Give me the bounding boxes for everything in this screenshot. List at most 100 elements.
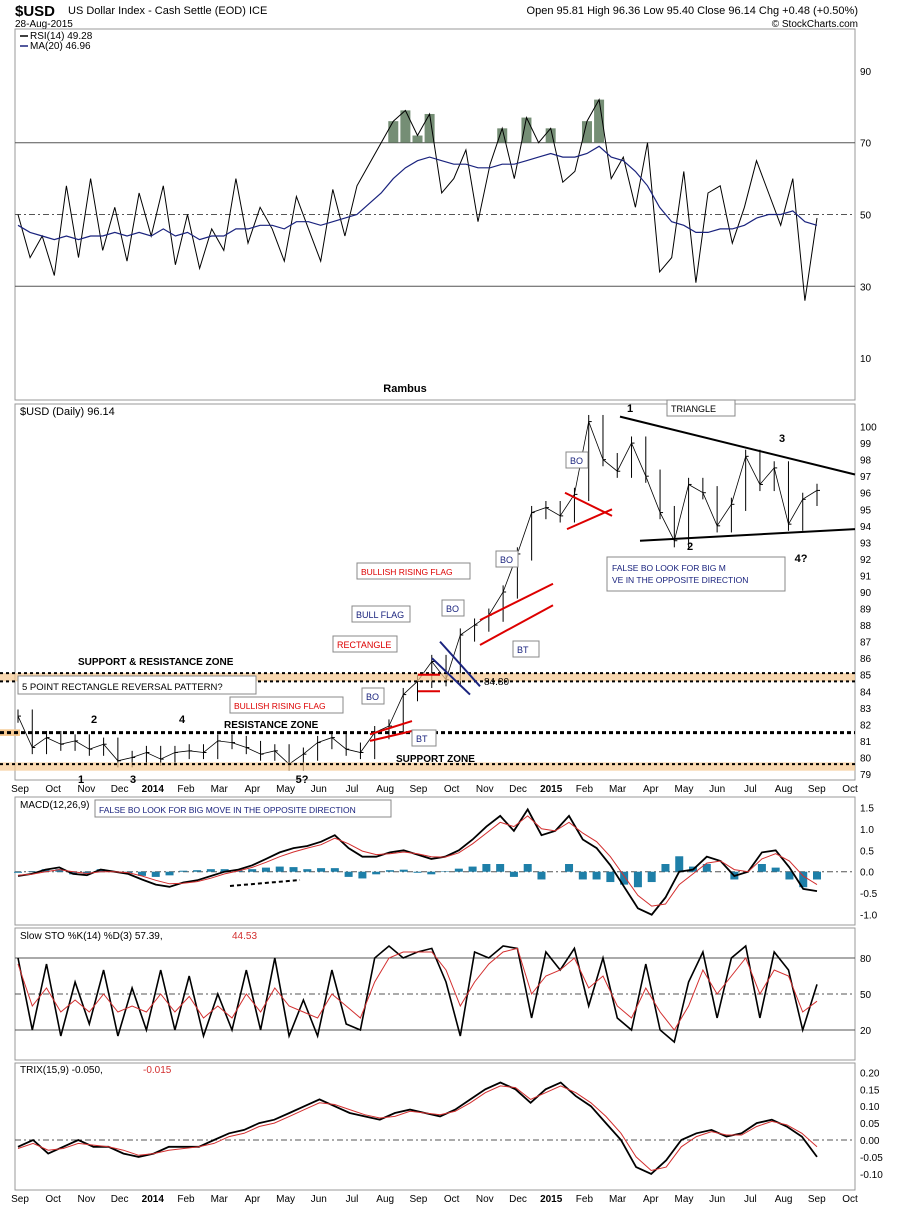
macd-histogram-bar bbox=[785, 871, 794, 880]
y-tick-price-11: 89 bbox=[860, 605, 872, 616]
x-label-top-8: May bbox=[276, 784, 295, 795]
x-label-bottom-24: Sep bbox=[808, 1194, 826, 1205]
macd-histogram-bar bbox=[179, 870, 188, 872]
sto-d-line bbox=[17, 947, 818, 1031]
label-bo-oct: BO bbox=[446, 604, 459, 614]
x-label-top-5: Feb bbox=[177, 784, 195, 795]
label-false-bo-bottom-box bbox=[94, 799, 392, 818]
macd-histogram-bar bbox=[317, 868, 326, 872]
label-triangle: TRIANGLE bbox=[671, 404, 716, 414]
y-tick-price-21: 79 bbox=[860, 770, 872, 781]
x-label-top-18: Mar bbox=[609, 784, 627, 795]
y-tick-rsi-4: 10 bbox=[860, 354, 872, 365]
macd-histogram-bar bbox=[289, 867, 298, 872]
trix-legend: TRIX(15,9) -0.050, bbox=[20, 1065, 103, 1076]
x-label-bottom-25: Oct bbox=[842, 1194, 858, 1205]
x-label-top-11: Aug bbox=[376, 784, 394, 795]
macd-histogram-bar bbox=[193, 870, 202, 872]
label-resistance-zone: RESISTANCE ZONE bbox=[224, 720, 319, 731]
x-label-top-4: 2014 bbox=[142, 784, 165, 795]
label-bo-dec: BO bbox=[500, 555, 513, 565]
rsi-line bbox=[17, 98, 818, 301]
y-tick-trix-3: 0.05 bbox=[860, 1119, 880, 1130]
macd-histogram-bar bbox=[137, 871, 146, 876]
x-label-bottom-19: Apr bbox=[643, 1194, 659, 1205]
y-tick-macd-1: 1.0 bbox=[860, 825, 874, 836]
macd-histogram-bar bbox=[220, 869, 229, 872]
y-tick-price-6: 94 bbox=[860, 522, 872, 533]
macd-histogram-bar bbox=[633, 871, 642, 888]
macd-trendline bbox=[229, 879, 301, 887]
label-bo-aug-box bbox=[361, 687, 385, 705]
label-bull-flag: BULL FLAG bbox=[356, 610, 404, 620]
y-tick-price-7: 93 bbox=[860, 538, 872, 549]
x-label-bottom-18: Mar bbox=[609, 1194, 627, 1205]
x-label-top-24: Sep bbox=[808, 784, 826, 795]
panel-frame-price bbox=[14, 403, 856, 781]
y-tick-macd-2: 0.5 bbox=[860, 846, 874, 857]
label-five-point-pattern: 5 POINT RECTANGLE REVERSAL PATTERN? bbox=[22, 682, 223, 693]
rsi-overbought-fill bbox=[424, 113, 435, 143]
bull-flag-lower bbox=[431, 657, 471, 696]
macd-histogram-bar bbox=[620, 871, 629, 885]
y-tick-rsi-0: 90 bbox=[860, 67, 872, 78]
x-label-bottom-7: Apr bbox=[245, 1194, 261, 1205]
label-bullish-rising-flag-upper-box bbox=[356, 562, 471, 580]
triangle-point-3: 3 bbox=[779, 433, 785, 445]
rsi-overbought-fill bbox=[400, 110, 411, 143]
x-label-top-12: Sep bbox=[410, 784, 428, 795]
panel-frame-trix bbox=[14, 1062, 856, 1191]
y-tick-price-14: 86 bbox=[860, 654, 872, 665]
y-tick-price-5: 95 bbox=[860, 505, 872, 516]
x-label-bottom-3: Dec bbox=[111, 1194, 129, 1205]
macd-histogram-bar bbox=[454, 868, 463, 872]
rect-point-2: 2 bbox=[91, 714, 97, 726]
macd-histogram-bar bbox=[702, 864, 711, 872]
rsi-legend: RSI(14) 49.28 bbox=[30, 31, 93, 42]
label-bo-feb-box bbox=[565, 451, 589, 469]
x-label-bottom-2: Nov bbox=[78, 1194, 96, 1205]
trix-signal-line bbox=[17, 1085, 818, 1172]
symbol: $USD bbox=[15, 3, 56, 20]
y-tick-trix-6: -0.10 bbox=[860, 1170, 883, 1181]
x-label-bottom-11: Aug bbox=[376, 1194, 394, 1205]
rsi-overbought-fill bbox=[594, 99, 605, 143]
y-tick-trix-4: 0.00 bbox=[860, 1136, 880, 1147]
label-support-zone: SUPPORT ZONE bbox=[396, 754, 475, 765]
x-label-top-25: Oct bbox=[842, 784, 858, 795]
macd-line bbox=[17, 807, 818, 916]
macd-legend: MACD(12,26,9) bbox=[20, 800, 89, 811]
macd-histogram-bar bbox=[14, 871, 22, 873]
macd-histogram-bar bbox=[565, 864, 574, 872]
macd-histogram-bar bbox=[344, 871, 353, 877]
support-zone bbox=[0, 762, 855, 771]
x-label-top-20: May bbox=[675, 784, 694, 795]
x-label-bottom-5: Feb bbox=[177, 1194, 195, 1205]
y-tick-rsi-1: 70 bbox=[860, 139, 872, 150]
y-tick-price-15: 85 bbox=[860, 671, 872, 682]
x-label-bottom-21: Jun bbox=[709, 1194, 725, 1205]
rect-point-5: 5? bbox=[296, 774, 309, 786]
macd-histogram-bar bbox=[27, 871, 36, 872]
price-legend: $USD (Daily) 96.14 bbox=[20, 406, 115, 418]
y-tick-trix-5: -0.05 bbox=[860, 1153, 883, 1164]
label-bt-aug: BT bbox=[416, 734, 428, 744]
y-tick-price-2: 98 bbox=[860, 456, 872, 467]
x-label-bottom-22: Jul bbox=[744, 1194, 757, 1205]
macd-histogram-bar bbox=[275, 866, 284, 872]
x-label-top-21: Jun bbox=[709, 784, 725, 795]
macd-histogram-bar bbox=[523, 864, 532, 872]
label-false-bo-triangle-frame-box bbox=[606, 556, 786, 592]
macd-histogram-bar bbox=[303, 869, 312, 872]
label-bo-dec-box bbox=[495, 550, 519, 568]
y-tick-price-3: 97 bbox=[860, 472, 872, 483]
y-tick-price-12: 88 bbox=[860, 621, 872, 632]
x-label-bottom-12: Sep bbox=[410, 1194, 428, 1205]
label-rectangle-box bbox=[332, 635, 398, 653]
chart-header: $USD US Dollar Index - Cash Settle (EOD)… bbox=[0, 0, 900, 30]
y-tick-price-19: 81 bbox=[860, 737, 872, 748]
triangle-point-4: 4? bbox=[795, 553, 808, 565]
macd-histogram-bar bbox=[427, 871, 436, 875]
y-tick-price-16: 84 bbox=[860, 687, 872, 698]
x-label-top-13: Oct bbox=[444, 784, 460, 795]
